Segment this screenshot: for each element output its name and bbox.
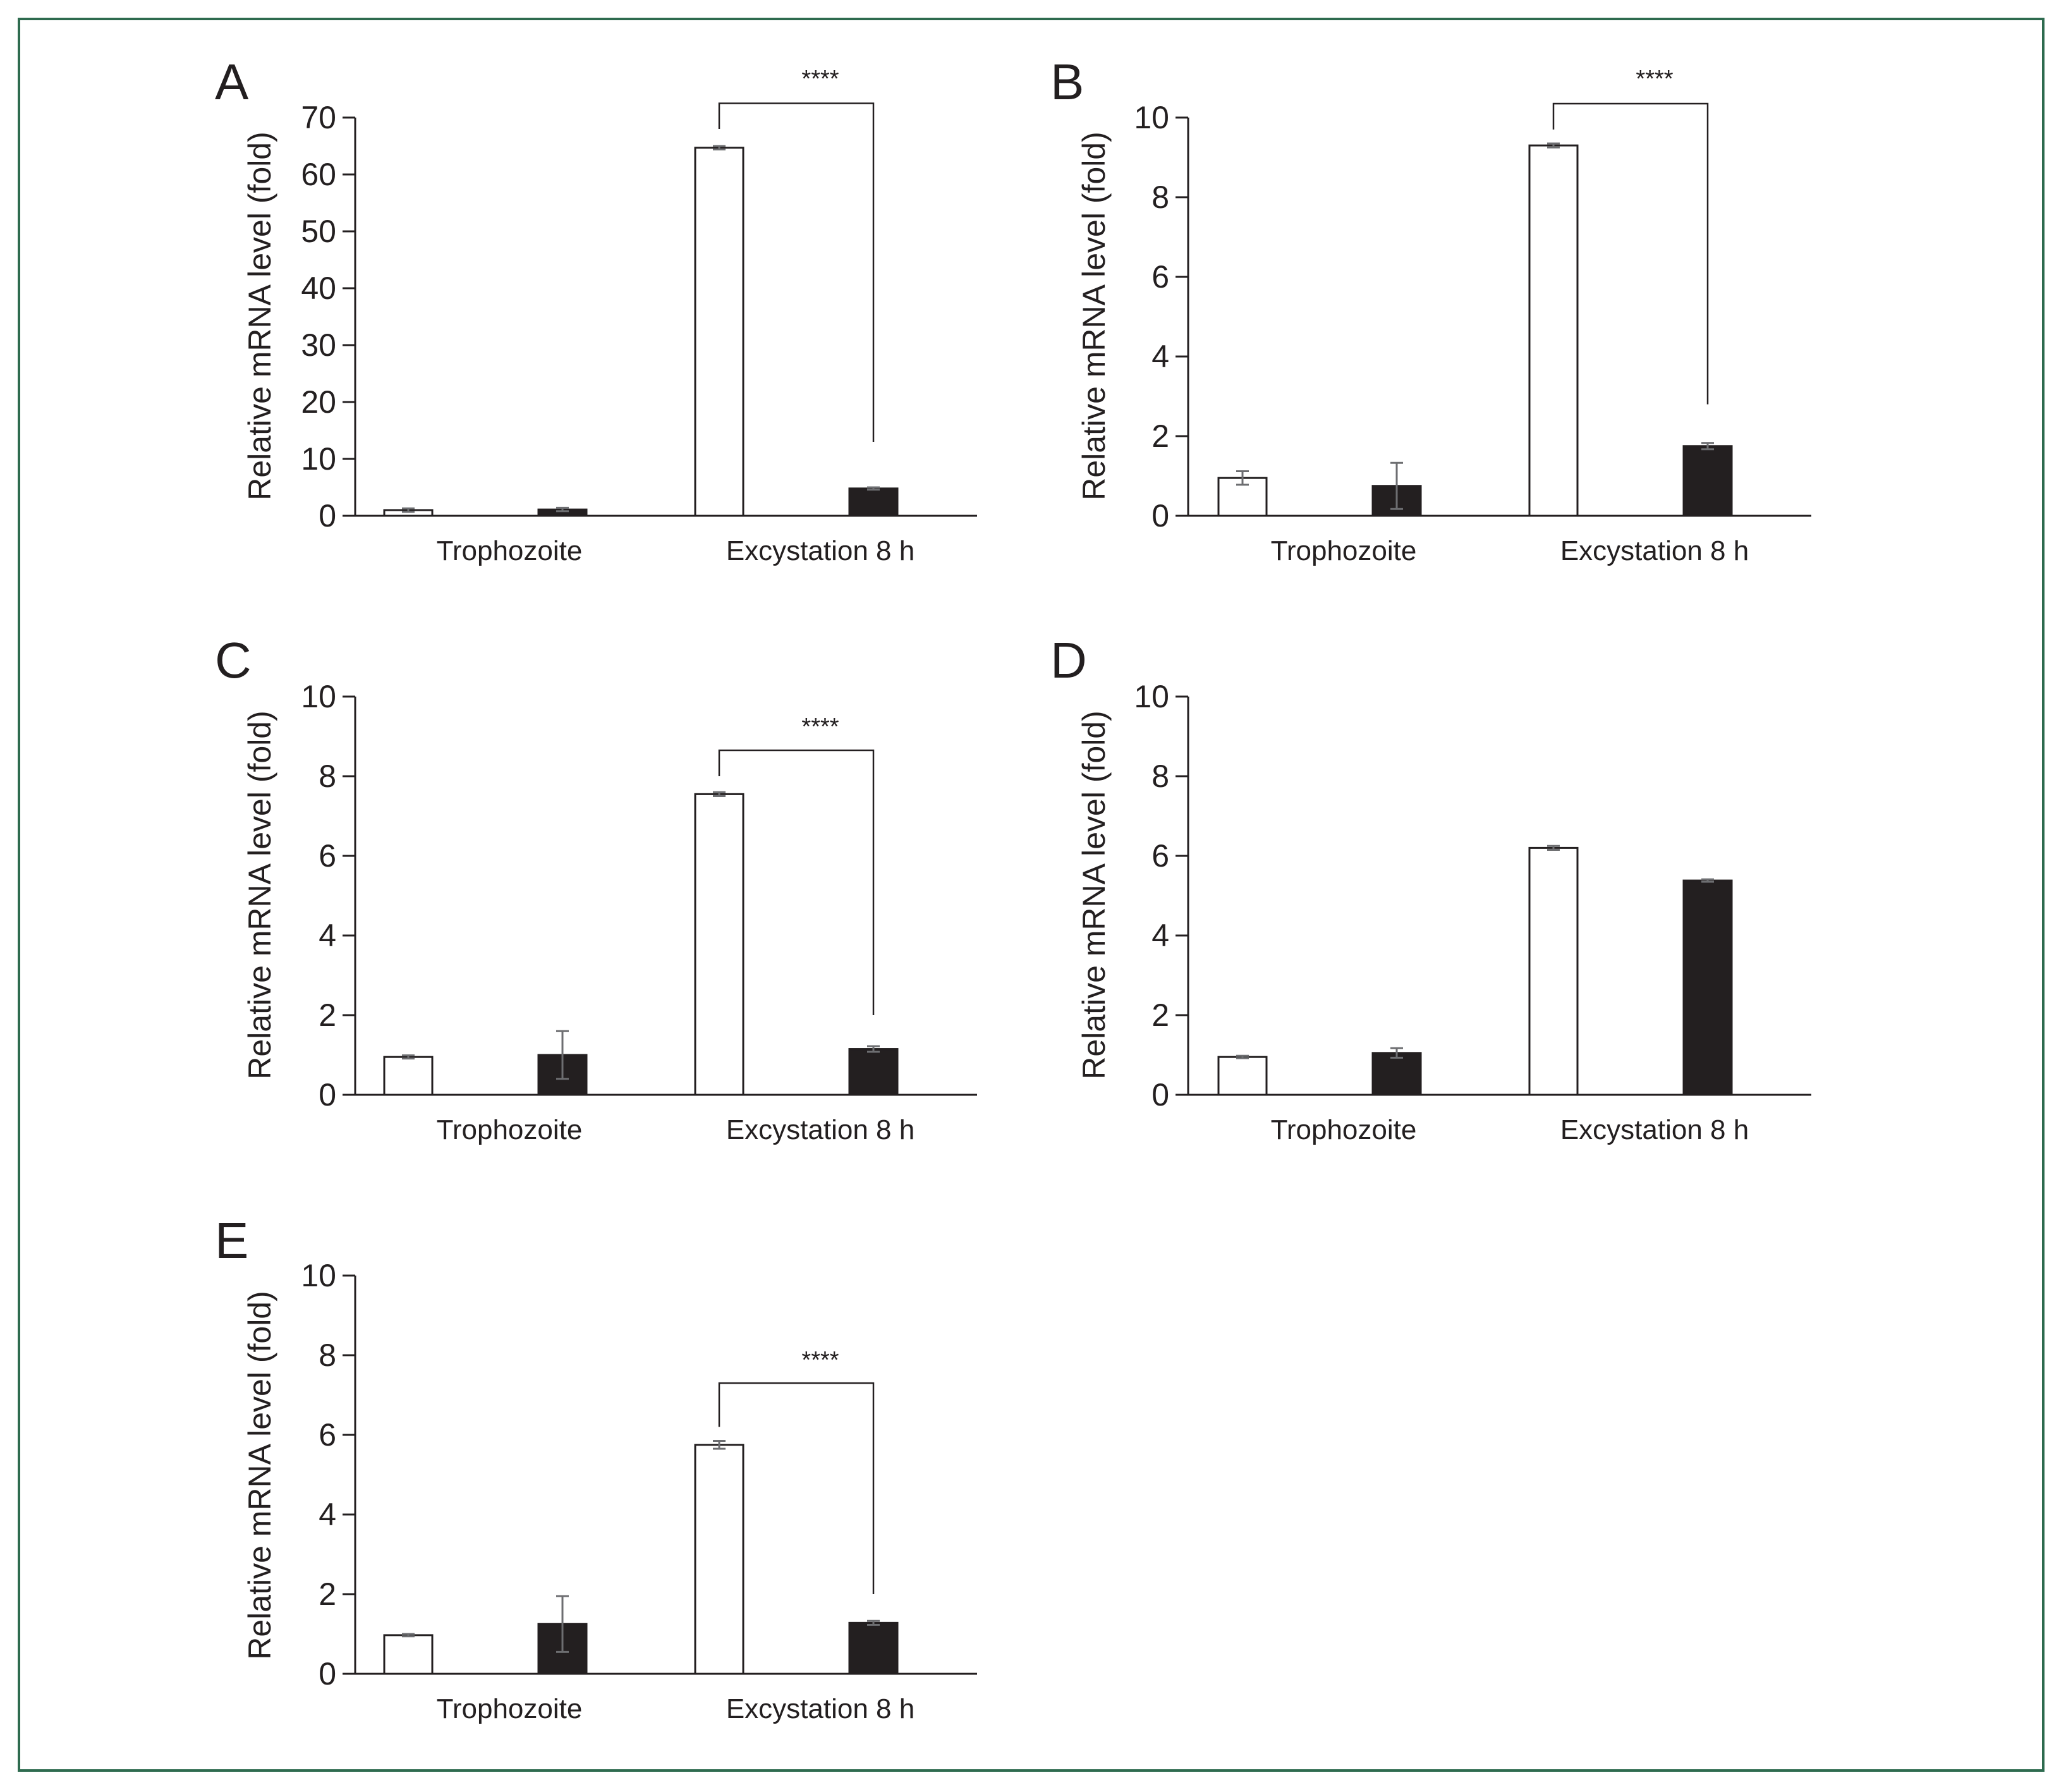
panel-label: E	[215, 1212, 248, 1269]
bar-white	[694, 793, 744, 1096]
y-tick-label: 10	[301, 679, 336, 714]
y-tick-label: 8	[1151, 759, 1169, 794]
y-tick-label: 0	[1151, 498, 1169, 533]
bar-white	[1528, 846, 1579, 1096]
y-tick-label: 2	[1151, 418, 1169, 454]
category-label: Excystation 8 h	[1560, 1114, 1749, 1145]
significance-label: ****	[801, 66, 839, 92]
y-tick-label: 20	[301, 384, 336, 420]
category-label: Excystation 8 h	[726, 1114, 915, 1145]
bar-black	[1371, 1052, 1422, 1096]
significance-bracket	[718, 1382, 875, 1594]
y-tick-label: 6	[1151, 838, 1169, 874]
panel-d: D Relative mRNA level (fold) Trophozoite…	[1050, 632, 1811, 1145]
panel-label: B	[1050, 54, 1084, 110]
y-tick-label: 6	[1151, 259, 1169, 295]
bar-white	[383, 1634, 434, 1675]
category-label: Trophozoite	[1271, 1114, 1417, 1145]
y-axis-label: Relative mRNA level (fold)	[242, 131, 277, 501]
bar-black	[1682, 445, 1733, 517]
y-tick-label: 70	[301, 100, 336, 135]
y-tick-label: 2	[1151, 997, 1169, 1033]
y-tick-label: 10	[1134, 679, 1169, 714]
y-tick-label: 8	[319, 1338, 336, 1373]
significance-label: ****	[801, 714, 839, 740]
y-tick-label: 8	[319, 759, 336, 794]
y-tick-label: 30	[301, 327, 336, 363]
bar-white	[1217, 1056, 1268, 1096]
bar-white	[694, 1444, 744, 1675]
panel-a: A Relative mRNA level (fold) Trophozoite…	[215, 54, 977, 566]
category-label: Trophozoite	[437, 535, 583, 566]
y-axis-label: Relative mRNA level (fold)	[242, 710, 277, 1080]
y-tick-label: 8	[1151, 180, 1169, 215]
y-tick-label: 10	[301, 441, 336, 477]
panel-b: B Relative mRNA level (fold) Trophozoite…	[1050, 54, 1811, 566]
y-tick-label: 4	[319, 918, 336, 953]
bar-white	[383, 1056, 434, 1096]
y-tick-label: 6	[319, 838, 336, 874]
y-tick-label: 10	[1134, 100, 1169, 135]
y-tick-label: 4	[1151, 918, 1169, 953]
y-tick-label: 4	[319, 1497, 336, 1532]
y-tick-label: 60	[301, 157, 336, 192]
figure-frame	[18, 18, 2045, 1772]
significance-bracket	[718, 749, 875, 1015]
y-tick-label: 2	[319, 1576, 336, 1612]
y-tick-label: 40	[301, 271, 336, 306]
category-label: Excystation 8 h	[1560, 535, 1749, 566]
bar-white	[694, 147, 744, 517]
y-tick-label: 50	[301, 214, 336, 249]
y-axis-label: Relative mRNA level (fold)	[1076, 710, 1112, 1080]
category-label: Excystation 8 h	[726, 1693, 915, 1724]
panel-label: C	[215, 632, 252, 688]
y-tick-label: 0	[319, 1656, 336, 1691]
y-tick-label: 0	[1151, 1077, 1169, 1112]
panel-label: D	[1050, 632, 1087, 688]
significance-label: ****	[801, 1347, 839, 1374]
category-label: Trophozoite	[1271, 535, 1417, 566]
category-label: Trophozoite	[437, 1114, 583, 1145]
bar-white	[1528, 144, 1579, 517]
significance-bracket	[718, 102, 875, 442]
y-axis-label: Relative mRNA level (fold)	[242, 1291, 277, 1660]
category-label: Trophozoite	[437, 1693, 583, 1724]
significance-bracket	[1552, 102, 1709, 405]
bar-black	[848, 487, 899, 517]
panel-c: C Relative mRNA level (fold) Trophozoite…	[215, 632, 977, 1145]
panel-e: E Relative mRNA level (fold) Trophozoite…	[215, 1212, 977, 1724]
y-axis-label: Relative mRNA level (fold)	[1076, 131, 1112, 501]
bar-black	[848, 1621, 899, 1675]
y-tick-label: 0	[319, 498, 336, 533]
y-tick-label: 4	[1151, 339, 1169, 374]
y-tick-label: 0	[319, 1077, 336, 1112]
y-tick-label: 6	[319, 1417, 336, 1453]
bar-black	[1682, 879, 1733, 1096]
panel-label: A	[215, 54, 249, 110]
category-label: Excystation 8 h	[726, 535, 915, 566]
significance-label: ****	[1636, 66, 1673, 92]
bar-black	[848, 1048, 899, 1096]
y-tick-label: 2	[319, 997, 336, 1033]
y-tick-label: 10	[301, 1258, 336, 1293]
